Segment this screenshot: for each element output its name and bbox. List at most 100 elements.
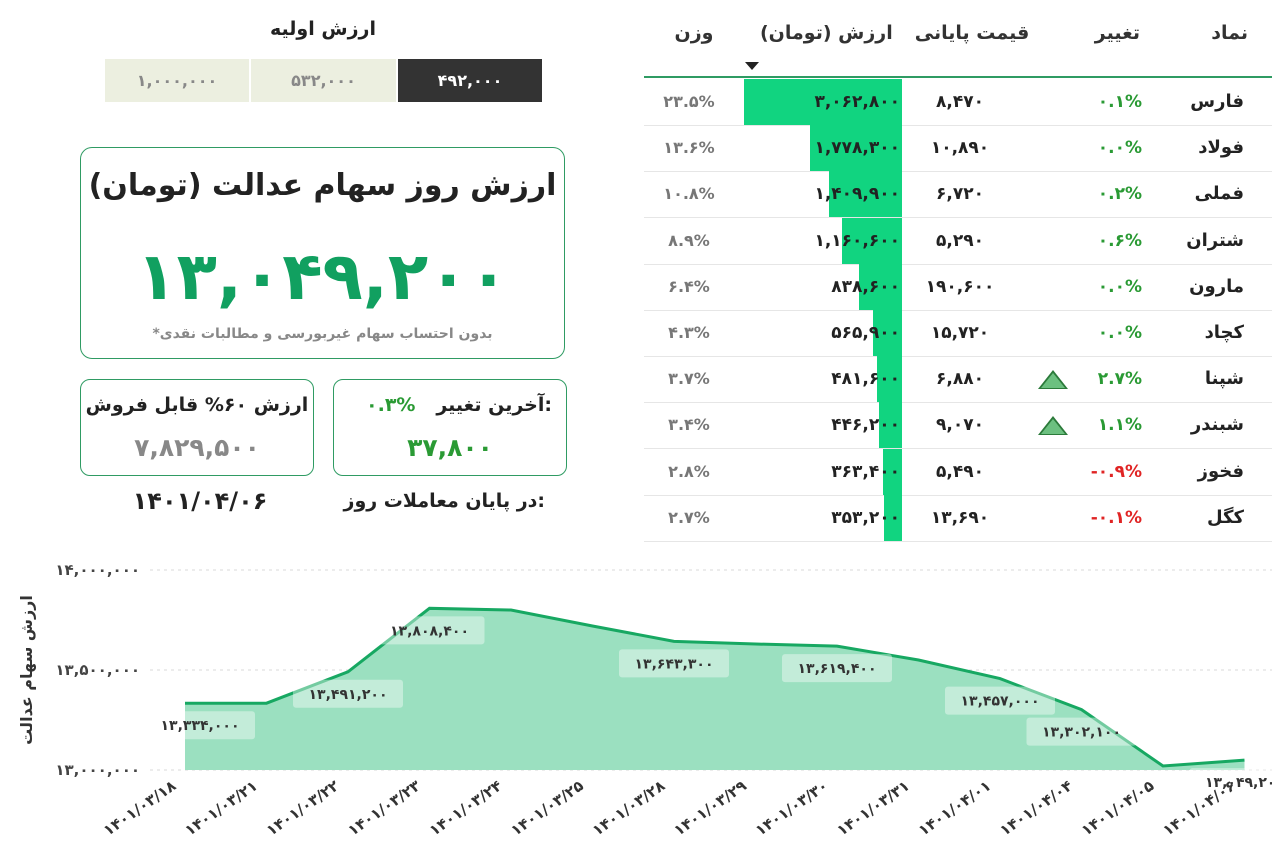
day-end-label: در پایان معاملات روز: [343,490,546,512]
weight-cell: ۳.۴% [668,415,710,435]
value-cell: ۵۶۵,۹۰۰ [831,323,900,343]
data-label-box [145,711,255,740]
initial-option-492000[interactable]: ۴۹۲,۰۰۰ [398,59,542,102]
table-row[interactable]: فولاد ۰.۰% ۱۰,۸۹۰ ۱,۷۷۸,۳۰۰ ۱۳.۶% [644,125,1272,173]
change-cell: ۰.۰% [1097,276,1142,297]
close-price-cell: ۱۰,۸۹۰ [930,138,990,159]
data-label: ۱۳,۳۰۲,۱۰۰ [1042,725,1121,741]
close-price-cell: ۶,۸۸۰ [936,369,984,390]
value-bar [842,217,902,264]
change-cell: -۰.۱% [1090,507,1142,528]
data-label-box [1189,768,1272,797]
symbol-cell: فارس [1190,91,1244,112]
value-bar [883,448,902,495]
data-label: ۱۳,۴۵۷,۰۰۰ [961,694,1040,710]
symbol-cell: کگل [1206,506,1244,528]
table-row[interactable]: کچاد ۰.۰% ۱۵,۷۲۰ ۵۶۵,۹۰۰ ۴.۳% [644,310,1272,357]
value-cell: ۱,۴۰۹,۹۰۰ [814,184,900,205]
daily-value-amount: ۱۳,۰۴۹,۲۰۰ [136,238,509,315]
value-cell: ۳۵۳,۲۰۰ [831,507,900,528]
series-line [185,606,1245,768]
table-row[interactable]: مارون ۰.۰% ۱۹۰,۶۰۰ ۸۳۸,۶۰۰ ۶.۴% [644,263,1272,311]
stocks-table: نماد تغییر قیمت پایانی ارزش (تومان) وزن … [644,0,1272,545]
daily-value-title: ارزش روز سهام عدالت (تومان) [88,168,557,203]
value-history-chart: ۱۴,۰۰۰,۰۰۰ ۱۳,۵۰۰,۰۰۰ ۱۳,۰۰۰,۰۰۰ ارزش سهام … [17,561,1272,840]
data-label-box [293,679,403,708]
last-change-card: آخرین تغییر: ۰.۳% ۳۷,۸۰۰ [333,379,567,476]
symbol-cell: فولاد [1198,137,1244,159]
close-price-cell: ۱۹۰,۶۰۰ [925,276,995,297]
sort-desc-icon[interactable] [745,62,759,70]
area-fill [185,608,1245,770]
last-change-label: آخرین تغییر: [436,394,552,416]
value-bar [829,171,902,218]
y-tick-label: ۱۳,۰۰۰,۰۰۰ [55,761,140,779]
value-cell: ۱,۱۶۰,۶۰۰ [814,230,900,251]
change-cell: -۰.۹% [1090,461,1142,482]
x-tick-label: ۱۴۰۱/۰۳/۲۱ [181,777,260,840]
value-cell: ۳۶۳,۴۰۰ [831,461,900,482]
change-cell: ۰.۰% [1097,323,1142,343]
table-row[interactable]: شتران ۰.۶% ۵,۲۹۰ ۱,۱۶۰,۶۰۰ ۸.۹% [644,217,1272,265]
last-change-percent: ۰.۳% [366,394,416,416]
table-row[interactable]: فارس ۰.۱% ۸,۴۷۰ ۳,۰۶۲,۸۰۰ ۲۳.۵% [644,79,1272,126]
weight-cell: ۴.۳% [668,323,710,342]
table-row[interactable]: فخوز -۰.۹% ۵,۴۹۰ ۳۶۳,۴۰۰ ۲.۸% [644,448,1272,496]
value-cell: ۴۸۱,۶۰۰ [831,369,900,390]
symbol-cell: مارون [1189,275,1244,297]
value-cell: ۳,۰۶۲,۸۰۰ [814,92,900,112]
day-end-date: ۱۴۰۱/۰۴/۰۶ [132,487,268,515]
x-tick-label: ۱۴۰۱/۰۳/۳۱ [833,777,912,840]
x-tick-label: ۱۴۰۱/۰۳/۳۰ [752,777,831,840]
daily-value-card: ارزش روز سهام عدالت (تومان) ۱۳,۰۴۹,۲۰۰ *… [80,147,565,359]
sellable-label: ارزش ۶۰% قابل فروش [85,394,309,416]
value-bar [878,402,902,449]
symbol-cell: شبندر [1190,414,1244,436]
weight-cell: ۸.۹% [668,230,710,250]
close-price-cell: ۵,۴۹۰ [936,461,984,482]
table-row[interactable]: فملی ۰.۲% ۶,۷۲۰ ۱,۴۰۹,۹۰۰ ۱۰.۸% [644,171,1272,219]
change-cell: ۲.۷% [1097,369,1142,390]
y-tick-label: ۱۴,۰۰۰,۰۰۰ [55,561,140,579]
header-close-price[interactable]: قیمت پایانی [914,22,1030,44]
data-label-box [1026,717,1137,746]
weight-cell: ۱۰.۸% [663,184,715,204]
symbol-cell: فملی [1194,183,1244,205]
initial-option-532000[interactable]: ۵۳۲,۰۰۰ [251,59,396,102]
data-label: ۱۳,۳۳۴,۰۰۰ [161,718,240,734]
change-cell: ۰.۰% [1097,138,1142,159]
x-tick-label: ۱۴۰۱/۰۴/۰۴ [996,777,1075,840]
y-axis-label: ارزش سهام عدالت [17,595,36,745]
change-cell: ۱.۱% [1097,415,1142,436]
header-change[interactable]: تغییر [1094,22,1140,44]
weight-cell: ۶.۴% [668,276,710,296]
weight-cell: ۲۳.۵% [663,92,715,111]
header-value[interactable]: ارزش (تومان) [760,22,893,44]
initial-value-title: ارزش اولیه [270,18,376,40]
table-row[interactable]: شپنا ۲.۷% ۶,۸۸۰ ۴۸۱,۶۰۰ ۳.۷% [644,356,1272,404]
x-tick-label: ۱۴۰۱/۰۴/۰۱ [915,777,994,840]
close-price-cell: ۶,۷۲۰ [936,184,984,205]
value-bar [877,356,902,403]
value-bar [810,125,902,172]
table-row[interactable]: شبندر ۱.۱% ۹,۰۷۰ ۴۴۶,۲۰۰ ۳.۴% [644,402,1272,450]
up-arrow-icon [1038,416,1068,436]
weight-cell: ۱۳.۶% [663,138,715,158]
data-label-box [374,616,485,645]
daily-value-note: *بدون احتساب سهام غیربورسی و مطالبات نقد… [152,326,493,342]
header-weight[interactable]: وزن [674,22,714,44]
data-label: ۱۳,۰۴۹,۲۰۰ [1205,775,1272,791]
value-bar [883,494,902,541]
symbol-cell: شپنا [1204,368,1244,390]
sellable-card: ارزش ۶۰% قابل فروش ۷,۸۲۹,۵۰۰ [80,379,314,476]
table-row[interactable]: کگل -۰.۱% ۱۳,۶۹۰ ۳۵۳,۲۰۰ ۲.۷% [644,494,1272,542]
x-tick-label: ۱۴۰۱/۰۳/۲۸ [589,777,668,840]
x-tick-label: ۱۴۰۱/۰۳/۲۲ [263,777,342,840]
up-arrow-icon [1038,370,1068,390]
sellable-value: ۷,۸۲۹,۵۰۰ [134,433,260,462]
last-change-value: ۳۷,۸۰۰ [407,433,493,462]
weight-cell: ۳.۷% [668,369,710,389]
header-symbol[interactable]: نماد [1211,22,1248,44]
close-price-cell: ۵,۲۹۰ [936,230,984,251]
initial-option-1000000[interactable]: ۱,۰۰۰,۰۰۰ [105,59,249,102]
